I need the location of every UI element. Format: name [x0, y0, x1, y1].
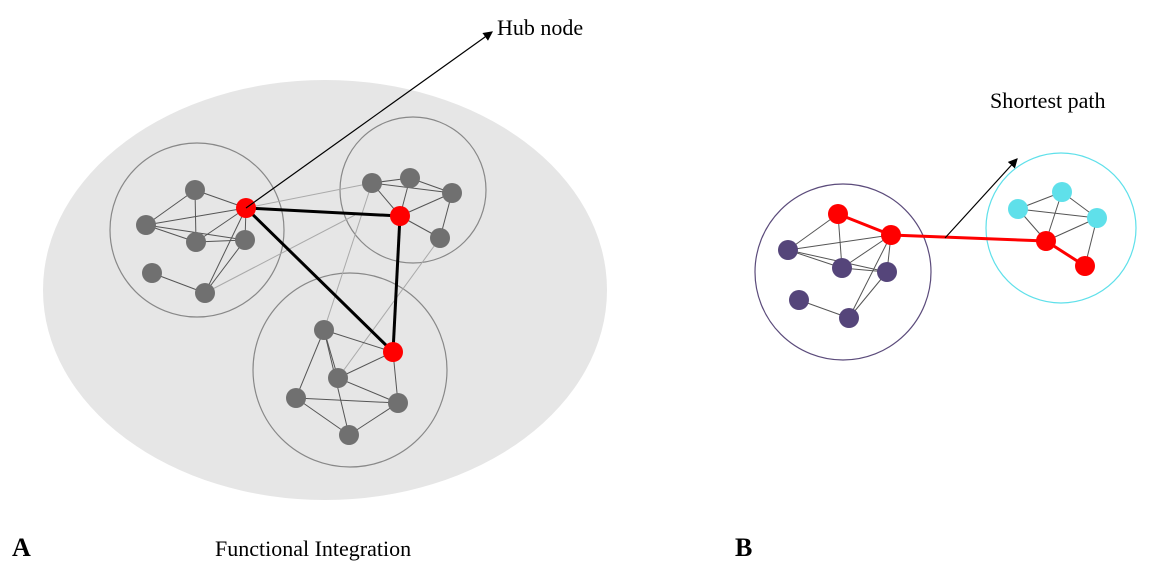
module [754, 183, 932, 361]
module [985, 152, 1137, 304]
nodes [136, 168, 462, 445]
module [339, 116, 487, 264]
panel-a: Hub node A Functional Integration [12, 15, 607, 562]
module [109, 142, 285, 318]
path-nodes [828, 204, 1095, 276]
panel-b: Shortest path B [735, 88, 1137, 562]
path-arrow [944, 158, 1018, 239]
shortest-path [837, 212, 1086, 268]
panel-label: A [12, 533, 31, 562]
inter-edges [204, 182, 441, 379]
caption: Functional Integration [215, 536, 411, 561]
hub-links [244, 206, 402, 354]
background-ellipse [43, 80, 607, 500]
panel-label: B [735, 533, 752, 562]
module [252, 272, 448, 468]
nodes [1008, 182, 1107, 228]
path-label: Shortest path [990, 88, 1106, 113]
nodes [778, 240, 897, 328]
hub-arrow [245, 31, 493, 209]
hub-label: Hub node [497, 15, 583, 40]
